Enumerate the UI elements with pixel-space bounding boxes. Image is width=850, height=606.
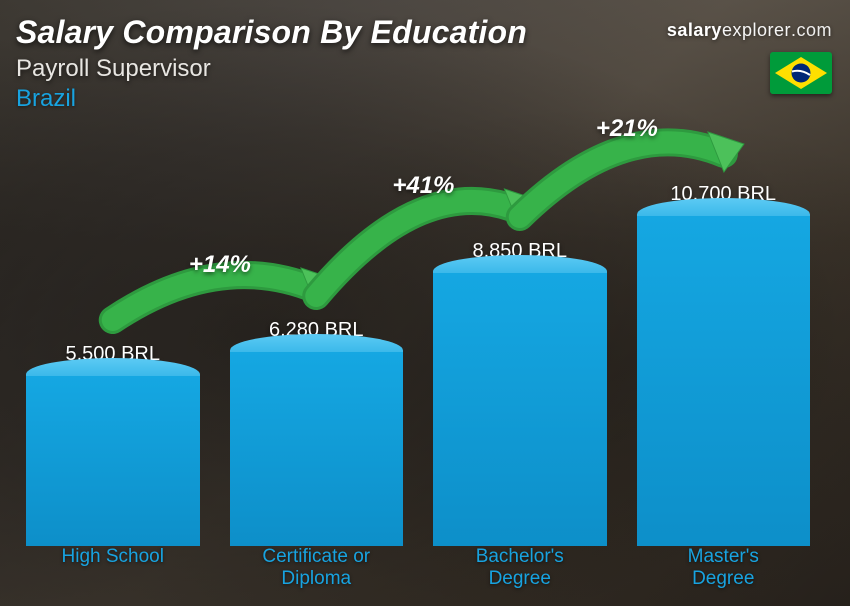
bar-front-1: [230, 352, 404, 546]
chart-country: Brazil: [16, 85, 834, 113]
bar-label-0: High School: [26, 546, 200, 590]
bar-label-1: Certificate orDiploma: [230, 546, 404, 590]
bar-top-2: [433, 255, 607, 273]
bar-top-0: [26, 358, 200, 376]
header: Salary Comparison By Education Payroll S…: [16, 14, 834, 113]
increase-pct-0: +14%: [189, 251, 251, 279]
bar-body-1: [230, 352, 404, 546]
bar-front-3: [637, 216, 811, 546]
bar-body-0: [26, 376, 200, 546]
bar-3: 10,700 BRL: [637, 183, 811, 546]
bars-container: 5,500 BRL6,280 BRL8,850 BRL10,700 BRL: [26, 166, 810, 546]
bar-top-3: [637, 198, 811, 216]
bar-1: 6,280 BRL: [230, 319, 404, 546]
bar-front-0: [26, 376, 200, 546]
bar-body-3: [637, 216, 811, 546]
bar-label-2: Bachelor'sDegree: [433, 546, 607, 590]
bar-body-2: [433, 273, 607, 546]
increase-pct-1: +41%: [392, 172, 454, 200]
chart-title: Salary Comparison By Education: [16, 14, 834, 51]
increase-pct-2: +21%: [596, 115, 658, 143]
bar-label-3: Master'sDegree: [637, 546, 811, 590]
chart-subtitle: Payroll Supervisor: [16, 55, 834, 83]
bar-2: 8,850 BRL: [433, 240, 607, 546]
labels-container: High School Certificate orDiploma Bachelor…: [26, 546, 810, 590]
bar-chart: 5,500 BRL6,280 BRL8,850 BRL10,700 BRL Hi…: [26, 140, 810, 590]
bar-0: 5,500 BRL: [26, 343, 200, 546]
bar-front-2: [433, 273, 607, 546]
bar-top-1: [230, 334, 404, 352]
